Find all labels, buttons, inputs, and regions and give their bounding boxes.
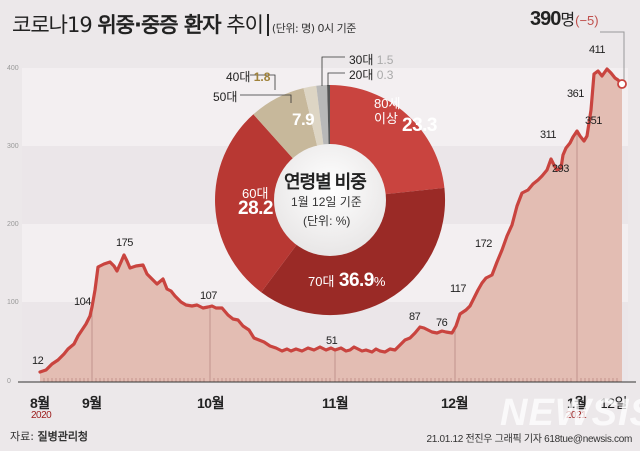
month-label-oct: 10월	[197, 395, 224, 411]
seg-value-40s: 1.8	[253, 70, 271, 84]
y-tick-200: 200	[7, 221, 19, 228]
seg-label-40s-text: 40대	[226, 70, 251, 84]
seg-label-20s-text: 20대	[349, 68, 374, 82]
data-label: 175	[116, 237, 133, 249]
month-label-jan: 1월	[567, 395, 587, 411]
source-note: 자료: 질병관리청	[10, 428, 88, 444]
seg-value-80plus: 23.3	[402, 115, 437, 136]
leader-40s	[250, 74, 276, 90]
seg-label-30s-text: 30대	[349, 53, 374, 67]
data-label: 172	[475, 238, 492, 250]
y-tick-400: 400	[7, 65, 19, 72]
month-label-sep: 9월	[82, 395, 102, 411]
seg-percent-suffix: %	[373, 274, 386, 289]
data-label: 76	[436, 317, 448, 329]
donut-segment-20s	[327, 84, 330, 145]
seg-label-80plus: 80세 이상	[374, 96, 400, 126]
seg-label-80plus-line1: 80세	[374, 96, 401, 111]
donut-center-title: 연령별 비중	[284, 172, 367, 192]
data-label: 107	[200, 290, 217, 302]
title-prefix: 코로나19	[12, 13, 98, 37]
data-label: 311	[540, 129, 557, 141]
seg-value-20s: 0.3	[376, 68, 394, 82]
current-value-callout: 390명(−5)	[530, 6, 599, 31]
graphic-credit: 21.01.12 전진우 그래픽 기자 618tue@newsis.com	[426, 434, 632, 445]
seg-label-60s: 60대	[242, 186, 269, 201]
day-ticks	[43, 378, 618, 382]
leader-30s	[321, 56, 345, 86]
unit-note: (단위: 명) 0시 기준	[271, 22, 357, 35]
data-label: 351	[585, 115, 602, 127]
data-label: 12	[32, 355, 44, 367]
y-tick-0: 0	[7, 378, 11, 385]
donut-chart	[215, 84, 446, 316]
current-unit: 명	[560, 10, 576, 29]
donut-segment-40s	[303, 85, 324, 147]
month-label-nov: 11월	[322, 395, 349, 411]
y-tick-300: 300	[7, 143, 19, 150]
donut-segment-50s	[253, 88, 318, 159]
seg-70s: 70대 36.9%	[308, 270, 385, 292]
donut-hole	[274, 144, 386, 256]
day-label-12: 12일	[600, 395, 627, 411]
seg-label-80plus-line2: 이상	[374, 111, 398, 126]
y-tick-100: 100	[7, 299, 19, 306]
chart-title: 코로나19 위중·중증 환자 추이 (단위: 명) 0시 기준	[12, 9, 356, 39]
month-label-aug: 8월	[30, 395, 50, 411]
year-label-2020: 2020	[31, 410, 52, 421]
seg-value-60s: 28.2	[238, 198, 273, 219]
source-label: 자료:	[10, 430, 38, 443]
donut-segment-70s	[261, 187, 446, 316]
leader-20s	[327, 72, 345, 86]
data-label: 51	[326, 335, 338, 347]
trend-line	[38, 67, 624, 374]
title-divider	[266, 14, 269, 36]
seg-label-30s: 30대 1.5	[349, 51, 393, 68]
seg-label-40s: 40대 1.8	[226, 68, 270, 85]
data-label: 104	[74, 296, 91, 308]
seg-value-30s: 1.5	[376, 53, 394, 67]
data-label: 361	[567, 88, 584, 100]
donut-center-date: 1월 12일 기준	[291, 195, 362, 209]
donut-segment-60s	[215, 114, 298, 293]
callout-leader	[600, 31, 625, 84]
title-suffix: 추이	[220, 13, 264, 37]
current-value: 390	[530, 8, 561, 30]
title-main: 위중·중증 환자	[97, 13, 221, 37]
month-label-dec: 12월	[441, 395, 468, 411]
area-fill	[40, 69, 622, 382]
source-name: 질병관리청	[37, 430, 89, 443]
leader-50s	[240, 94, 292, 103]
seg-label-50s: 50대	[213, 90, 238, 104]
seg-value-50s: 7.9	[292, 110, 315, 129]
data-label: 411	[589, 44, 606, 56]
data-label: 117	[450, 283, 467, 295]
seg-label-70s: 70대	[308, 274, 335, 289]
donut-center-unit: (단위: %)	[303, 214, 351, 228]
seg-label-20s: 20대 0.3	[349, 66, 393, 83]
year-label-2021: 2021	[566, 410, 587, 421]
data-label: 293	[552, 163, 569, 175]
current-point-marker	[617, 79, 627, 89]
donut-segment-80plus	[330, 84, 445, 195]
seg-value-70s: 36.9	[338, 270, 374, 291]
current-delta: (−5)	[575, 13, 599, 28]
data-label: 87	[409, 311, 421, 323]
donut-segment-30s	[316, 85, 329, 146]
newsis-watermark: NEWSIS	[500, 392, 640, 434]
